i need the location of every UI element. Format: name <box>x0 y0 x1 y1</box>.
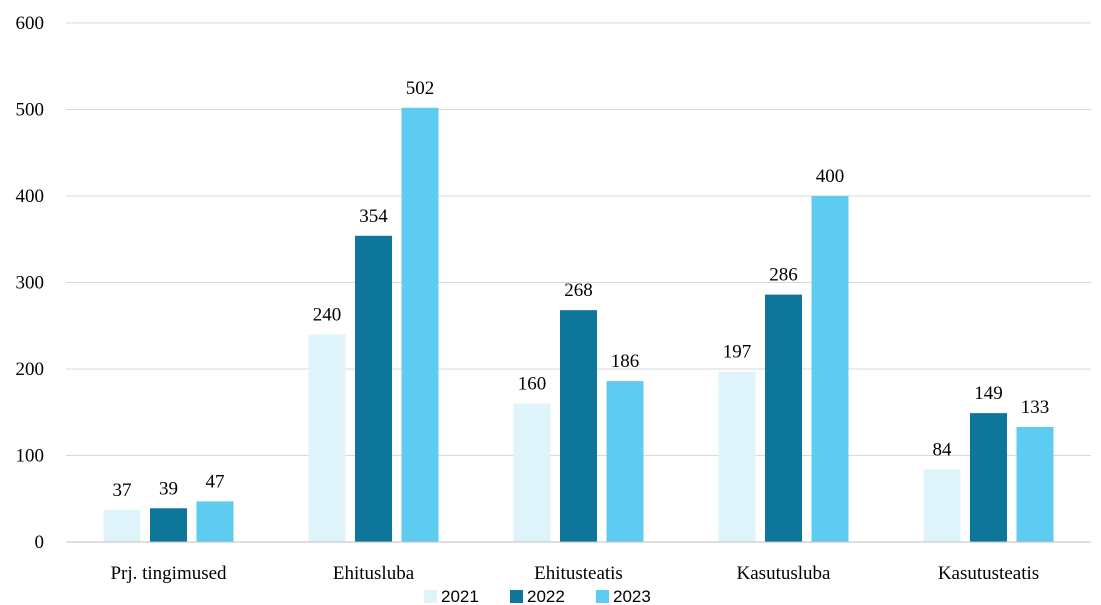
bar-2022 <box>560 310 597 542</box>
legend-swatch <box>596 590 609 603</box>
data-label: 84 <box>933 439 953 460</box>
legend-label: 2023 <box>613 587 651 605</box>
bar-2022 <box>355 235 392 543</box>
bar-2021 <box>513 403 551 542</box>
y-tick-label: 400 <box>16 186 45 207</box>
legend-label: 2022 <box>527 587 565 605</box>
data-label: 502 <box>406 78 435 99</box>
bar-2021 <box>103 509 141 542</box>
x-category-label: Ehitusluba <box>333 563 415 584</box>
bars <box>103 107 1054 543</box>
data-label: 160 <box>518 374 547 395</box>
data-label: 197 <box>723 342 752 363</box>
y-tick-label: 100 <box>16 446 45 467</box>
x-category-label: Prj. tingimused <box>110 563 227 584</box>
bar-2022 <box>970 413 1007 542</box>
data-label: 268 <box>564 280 593 301</box>
data-label: 37 <box>113 480 132 501</box>
y-tick-label: 300 <box>16 273 45 294</box>
bar-2021 <box>718 371 756 542</box>
y-axis-ticks: 0 100 200 300 400 500 600 <box>16 13 45 553</box>
x-axis-categories: Prj. tingimused Ehitusluba Ehitusteatis Kas… <box>110 563 1039 584</box>
x-category-label: Kasutusluba <box>737 563 832 584</box>
bar-2023 <box>606 381 644 542</box>
data-label: 354 <box>359 206 388 227</box>
data-label: 47 <box>206 471 225 492</box>
bar-2022 <box>150 508 187 542</box>
data-label: 39 <box>159 478 178 499</box>
y-tick-label: 500 <box>16 100 45 121</box>
bar-2023 <box>1016 426 1054 542</box>
legend: 2021 2022 2023 <box>424 587 651 605</box>
bar-2023 <box>196 501 234 542</box>
legend-swatch <box>510 590 523 603</box>
data-label: 400 <box>816 166 845 187</box>
gridlines <box>66 22 1091 456</box>
data-label: 149 <box>974 383 1003 404</box>
data-label: 133 <box>1021 397 1050 418</box>
x-category-label: Ehitusteatis <box>534 563 623 584</box>
bar-2022 <box>765 294 802 542</box>
data-label: 240 <box>313 304 342 325</box>
x-category-label: Kasutusteatis <box>938 563 1039 584</box>
bar-2021 <box>923 469 961 542</box>
bar-2023 <box>401 107 439 543</box>
data-label: 286 <box>769 265 798 286</box>
bar-2023 <box>811 196 849 542</box>
y-tick-label: 200 <box>16 359 45 380</box>
data-labels: 37 39 47 240 354 502 160 268 186 197 286 400 84 149 13… <box>113 78 1050 501</box>
y-tick-label: 600 <box>16 13 45 34</box>
legend-swatch <box>424 590 437 603</box>
data-label: 186 <box>611 351 640 372</box>
y-tick-label: 0 <box>35 532 45 553</box>
legend-label: 2021 <box>441 587 479 605</box>
bar-2021 <box>308 334 346 542</box>
